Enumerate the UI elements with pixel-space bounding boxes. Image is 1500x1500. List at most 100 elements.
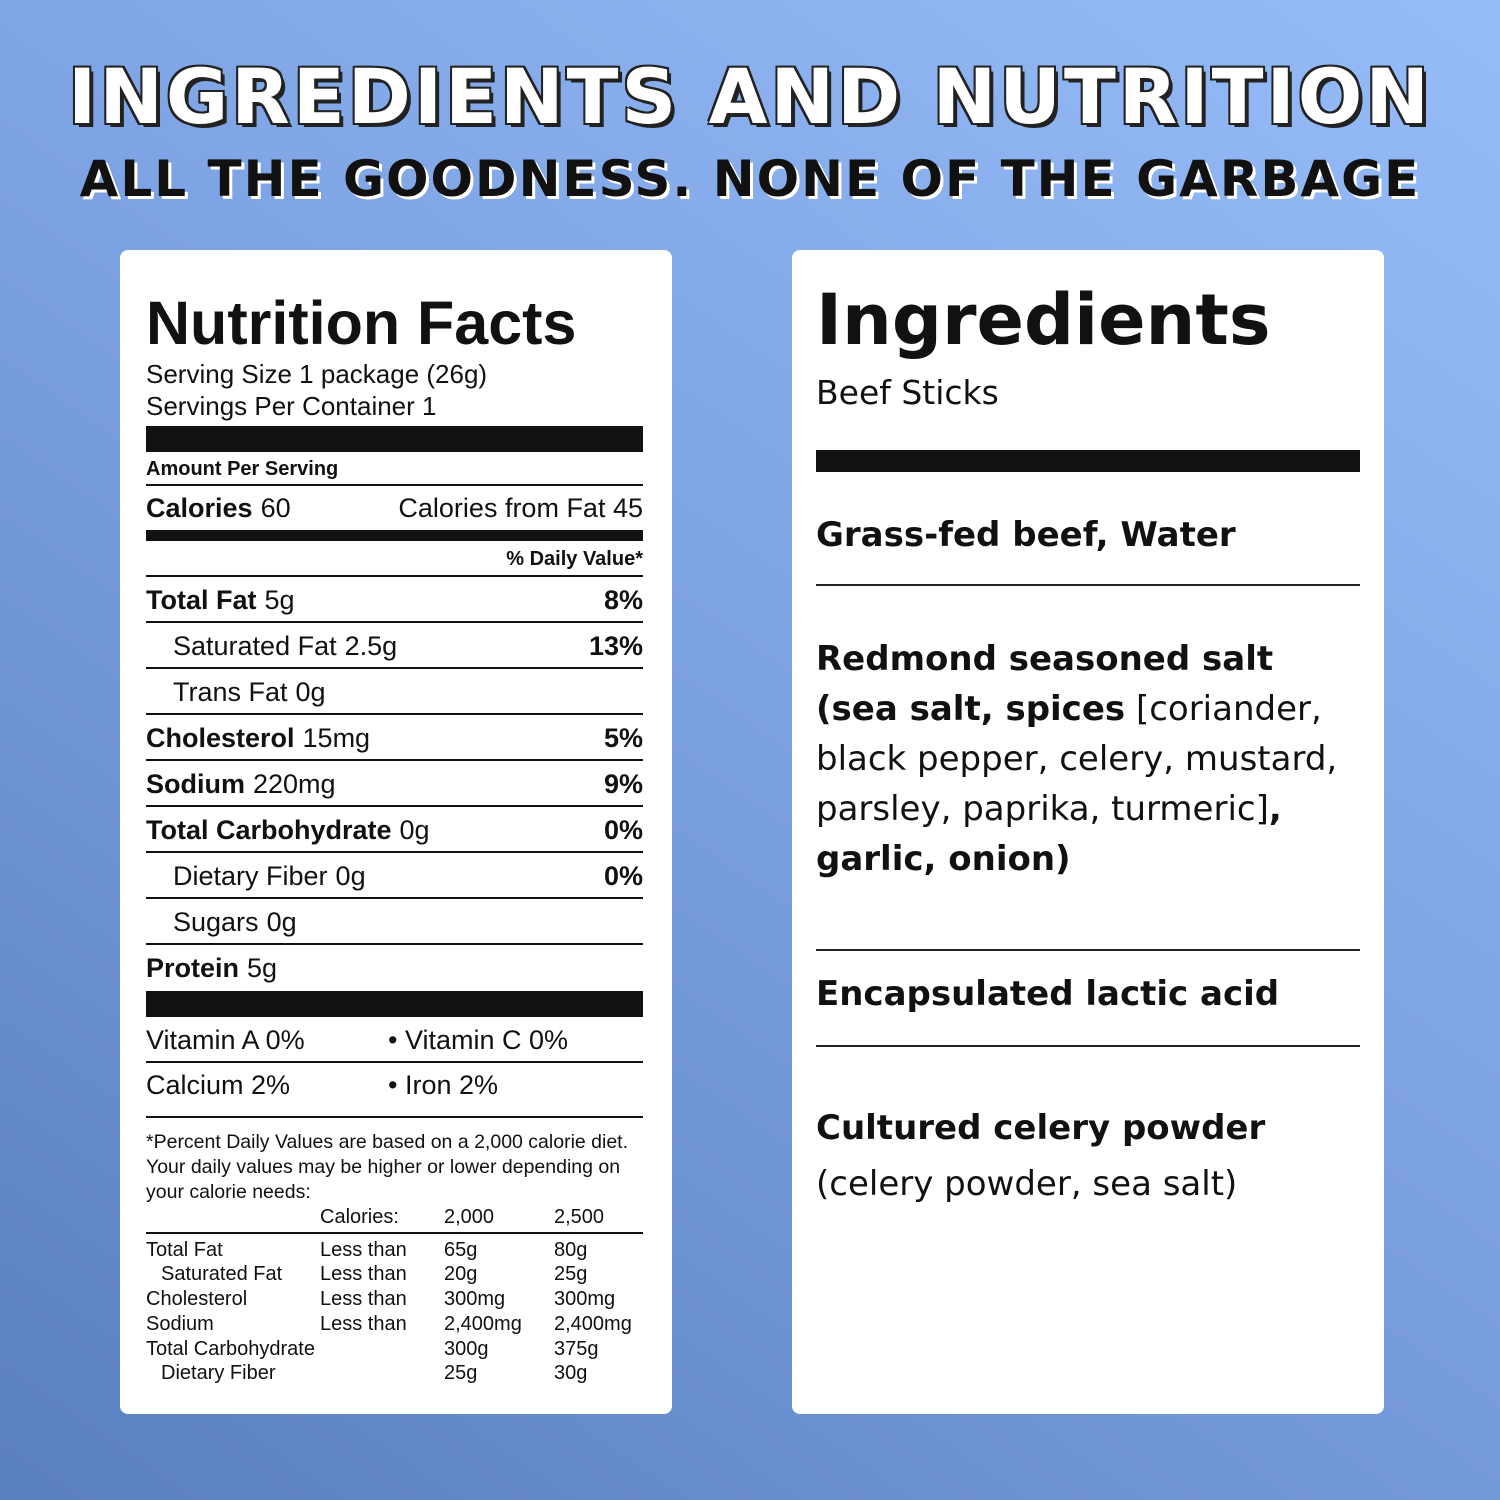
vitamin-row: Calcium 2% • Iron 2% (146, 1063, 643, 1118)
cell: 65g (444, 1238, 478, 1261)
cell: 2,400mg (444, 1312, 522, 1335)
cell: Total Fat (146, 1238, 223, 1261)
header-cell: 2,000 (444, 1205, 554, 1234)
vitamin-row: Vitamin A 0% • Vitamin C 0% (146, 1017, 643, 1063)
cell: 30g (554, 1362, 588, 1385)
cell: Dietary Fiber (161, 1362, 276, 1385)
ingredient-part: Redmond seasoned salt (sea salt, spices (816, 639, 1274, 729)
cell: 25g (444, 1362, 478, 1385)
ingredient: Grass-fed beef, Water (816, 515, 1236, 555)
ingredients-card: Ingredients Beef Sticks Grass-fed beef, … (792, 250, 1384, 1414)
nutrient-amount: 15mg (302, 723, 371, 753)
servings-per-container: Servings Per Container 1 (146, 391, 437, 421)
nutrient-row: Sodium 220mg 9% (146, 761, 643, 807)
ingredient: Redmond seasoned salt (sea salt, spices … (816, 634, 1360, 949)
table-row: Total Carbohydrate 300g 375g (146, 1337, 643, 1362)
calories-from-fat: Calories from Fat 45 (398, 493, 643, 523)
divider (146, 426, 643, 452)
nutrient-row: Protein 5g (146, 945, 643, 991)
daily-value: 0% (603, 861, 643, 891)
ingredients-subtitle: Beef Sticks (816, 373, 999, 412)
nutrient-amount: 220mg (253, 769, 336, 799)
table-row: Sodium Less than 2,400mg 2,400mg (146, 1312, 643, 1337)
nutrient-amount: 0g (295, 677, 326, 707)
nutrient-label: Protein (146, 953, 240, 983)
vitamin: Calcium 2% (146, 1070, 291, 1100)
calories-row: Calories 60 Calories from Fat 45 (146, 486, 643, 541)
separator (816, 1045, 1360, 1047)
nutrient-row: Dietary Fiber 0g 0% (146, 853, 643, 899)
nutrient-row: Total Carbohydrate 0g 0% (146, 807, 643, 853)
nutrient-row: Trans Fat 0g (146, 669, 643, 715)
nutrient-label: Cholesterol (146, 723, 295, 753)
serving-size: Serving Size 1 package (26g) (146, 359, 488, 389)
nutrient-row: Sugars 0g (146, 899, 643, 945)
header-cell: 2,500 (554, 1205, 643, 1234)
cell: 20g (444, 1263, 478, 1286)
daily-value-header: % Daily Value* (146, 541, 643, 577)
table-row: Cholesterol Less than 300mg 300mg (146, 1287, 643, 1312)
nutrition-title: Nutrition Facts (146, 289, 577, 357)
cell: 80g (554, 1238, 588, 1261)
daily-value: 13% (588, 631, 643, 661)
nutrition-card: Nutrition Facts Serving Size 1 package (… (120, 250, 672, 1414)
nutrient-amount: 0g (399, 815, 430, 845)
daily-value: 9% (603, 769, 643, 799)
calories: Calories 60 (146, 486, 291, 530)
separator (816, 949, 1360, 951)
daily-value: 0% (603, 815, 643, 845)
cell: Less than (320, 1312, 407, 1335)
cell: Total Carbohydrate (146, 1337, 315, 1360)
separator (816, 584, 1360, 586)
divider (816, 450, 1360, 472)
ingredient-part: (celery powder, sea salt) (816, 1164, 1238, 1204)
table-header: Calories: 2,000 2,500 (146, 1205, 643, 1234)
cell: 300mg (554, 1288, 616, 1311)
calories-label: Calories (146, 493, 253, 523)
nutrient-label: Total Carbohydrate (146, 815, 392, 845)
cell: 375g (554, 1337, 599, 1360)
nutrient-amount: 2.5g (344, 631, 398, 661)
ingredient-part: , garlic, onion) (816, 789, 1282, 879)
nutrient-row: Cholesterol 15mg 5% (146, 715, 643, 761)
table-row: Total Fat Less than 65g 80g (146, 1233, 643, 1263)
nutrient-label: Saturated Fat (173, 631, 337, 661)
nutrient-label: Sugars (173, 907, 259, 937)
cell: 2,400mg (554, 1312, 632, 1335)
cell: Saturated Fat (161, 1263, 283, 1286)
vitamin: • Iron 2% (388, 1070, 499, 1100)
nutrient-amount: 5g (264, 585, 295, 615)
cell: Sodium (146, 1312, 214, 1335)
nutrient-amount: 0g (266, 907, 297, 937)
daily-value: 8% (603, 585, 643, 615)
cell: Less than (320, 1238, 407, 1261)
nutrient-row: Total Fat 5g 8% (146, 577, 643, 623)
ingredient: Cultured celery powder (celery powder, s… (816, 1103, 1360, 1209)
headline: INGREDIENTS AND NUTRITION (68, 52, 1432, 141)
footnote: *Percent Daily Values are based on a 2,0… (146, 1131, 629, 1203)
amount-per-serving: Amount Per Serving (146, 452, 643, 486)
cell: Less than (320, 1288, 407, 1311)
divider (146, 991, 643, 1017)
calories-value: 60 (260, 493, 291, 523)
daily-value: 5% (603, 723, 643, 753)
vitamin: Vitamin A 0% (146, 1025, 305, 1055)
daily-values-table: Calories: 2,000 2,500 Total Fat Less than 65… (146, 1205, 643, 1386)
ingredient-part: [coriander, black pepper, celery, mustar… (816, 689, 1338, 829)
table-row: Saturated Fat Less than 20g 25g (146, 1262, 643, 1287)
cell: Less than (320, 1263, 407, 1286)
cell: Cholesterol (146, 1288, 248, 1311)
nutrient-row: Saturated Fat 2.5g 13% (146, 623, 643, 669)
nutrient-amount: 5g (247, 953, 278, 983)
cell: 300mg (444, 1288, 506, 1311)
vitamin: • Vitamin C 0% (388, 1025, 569, 1055)
nutrient-amount: 0g (335, 861, 366, 891)
cell: 25g (554, 1263, 588, 1286)
ingredients-title: Ingredients (816, 279, 1271, 361)
cell: 300g (444, 1337, 489, 1360)
nutrient-label: Sodium (146, 769, 245, 799)
header-cell: Calories: (320, 1205, 444, 1234)
ingredient-part: Cultured celery powder (816, 1108, 1266, 1148)
nutrient-label: Total Fat (146, 585, 257, 615)
